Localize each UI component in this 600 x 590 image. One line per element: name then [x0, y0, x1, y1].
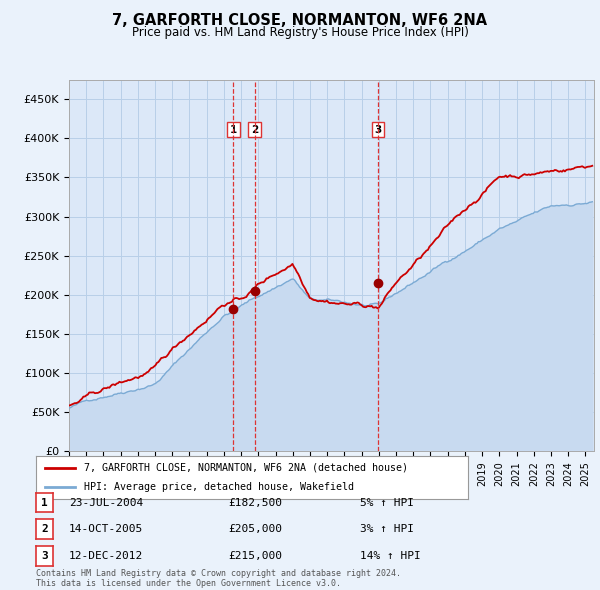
Text: 7, GARFORTH CLOSE, NORMANTON, WF6 2NA: 7, GARFORTH CLOSE, NORMANTON, WF6 2NA [112, 13, 488, 28]
Text: 3: 3 [41, 551, 48, 560]
Text: Contains HM Land Registry data © Crown copyright and database right 2024.
This d: Contains HM Land Registry data © Crown c… [36, 569, 401, 588]
Text: 14-OCT-2005: 14-OCT-2005 [69, 525, 143, 534]
Text: HPI: Average price, detached house, Wakefield: HPI: Average price, detached house, Wake… [83, 482, 353, 492]
Text: 3% ↑ HPI: 3% ↑ HPI [360, 525, 414, 534]
Text: 12-DEC-2012: 12-DEC-2012 [69, 551, 143, 560]
Text: £215,000: £215,000 [228, 551, 282, 560]
Text: 2: 2 [41, 525, 48, 534]
Text: £182,500: £182,500 [228, 498, 282, 507]
Text: 1: 1 [41, 498, 48, 507]
Text: £205,000: £205,000 [228, 525, 282, 534]
Text: Price paid vs. HM Land Registry's House Price Index (HPI): Price paid vs. HM Land Registry's House … [131, 26, 469, 39]
Text: 14% ↑ HPI: 14% ↑ HPI [360, 551, 421, 560]
Text: 2: 2 [251, 125, 258, 135]
Text: 7, GARFORTH CLOSE, NORMANTON, WF6 2NA (detached house): 7, GARFORTH CLOSE, NORMANTON, WF6 2NA (d… [83, 463, 407, 473]
Text: 23-JUL-2004: 23-JUL-2004 [69, 498, 143, 507]
Text: 3: 3 [374, 125, 382, 135]
Text: 1: 1 [230, 125, 237, 135]
Text: 5% ↑ HPI: 5% ↑ HPI [360, 498, 414, 507]
